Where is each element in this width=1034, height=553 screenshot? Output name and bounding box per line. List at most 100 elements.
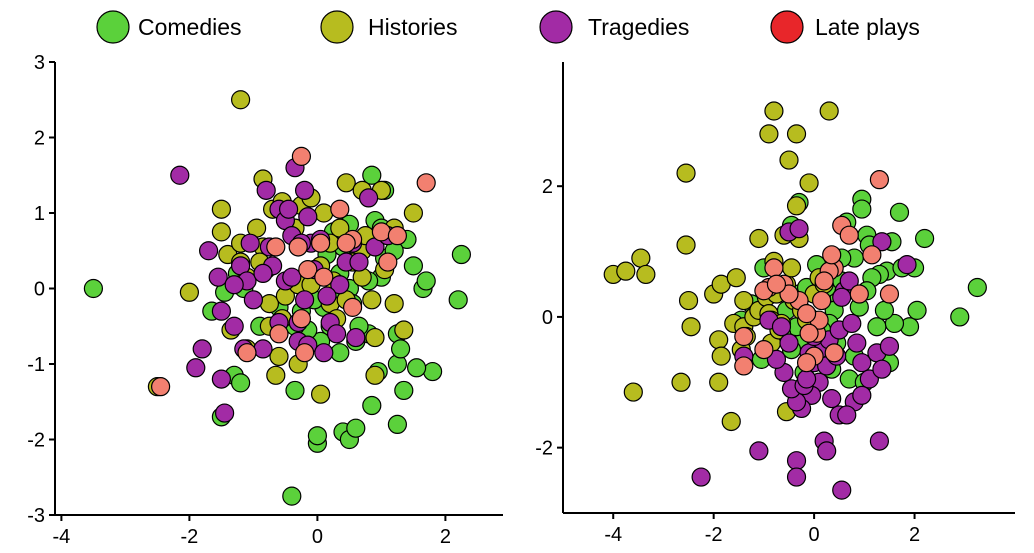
point-late-plays — [336, 233, 356, 253]
point-tragedies — [192, 339, 212, 359]
point-late-plays — [796, 304, 817, 324]
point-late-plays — [343, 297, 363, 317]
left-ticks: -4 -2 0 2 3 2 1 0 -1 -2 -3 — [27, 52, 451, 548]
scatter-panel-left: -4 -2 0 2 3 2 1 0 -1 -2 -3 — [27, 52, 503, 548]
point-histories — [314, 203, 334, 223]
point-histories — [678, 290, 699, 311]
point-tragedies — [330, 275, 350, 295]
point-histories — [616, 261, 636, 281]
point-late-plays — [839, 225, 859, 245]
right-axes — [562, 62, 1015, 514]
point-comedies — [867, 317, 887, 337]
point-late-plays — [824, 343, 844, 363]
point-late-plays — [799, 323, 819, 343]
point-histories — [759, 124, 779, 144]
point-histories — [336, 173, 356, 193]
point-tragedies — [349, 252, 369, 272]
point-histories — [631, 248, 651, 268]
point-histories — [403, 203, 423, 223]
point-comedies — [416, 271, 436, 291]
y-tick-label: 1 — [34, 203, 45, 225]
left-points — [83, 90, 471, 506]
point-tragedies — [786, 467, 807, 487]
legend-label-late-plays: Late plays — [815, 14, 920, 40]
point-tragedies — [879, 336, 900, 356]
point-late-plays — [416, 173, 436, 193]
point-late-plays — [764, 258, 784, 278]
point-tragedies — [897, 255, 917, 275]
legend-item-comedies: Comedies — [96, 10, 242, 44]
point-tragedies — [852, 353, 872, 373]
point-late-plays — [378, 252, 398, 272]
point-comedies — [914, 228, 935, 249]
point-comedies — [83, 278, 104, 299]
point-late-plays — [266, 237, 286, 257]
point-late-plays — [237, 343, 257, 363]
point-tragedies — [786, 451, 807, 471]
point-comedies — [391, 339, 411, 359]
legend-marker-histories — [320, 10, 354, 44]
point-histories — [394, 320, 414, 340]
point-late-plays — [314, 267, 334, 287]
point-comedies — [387, 414, 407, 434]
point-comedies — [394, 380, 414, 401]
point-tragedies — [317, 286, 337, 306]
point-late-plays — [734, 326, 754, 347]
point-tragedies — [295, 290, 315, 310]
point-tragedies — [779, 333, 799, 353]
scatter-panel-right: -4 -2 0 2 2 0 -2 — [535, 62, 1015, 546]
point-tragedies — [869, 431, 890, 451]
point-histories — [231, 90, 251, 110]
point-comedies — [451, 244, 471, 265]
point-tragedies — [872, 359, 892, 379]
point-tragedies — [796, 369, 817, 389]
point-late-plays — [311, 233, 331, 253]
point-tragedies — [789, 219, 809, 239]
point-tragedies — [224, 275, 244, 295]
point-comedies — [448, 290, 468, 310]
x-tick-label: 2 — [440, 526, 451, 548]
point-histories — [819, 101, 839, 121]
legend-item-tragedies: Tragedies — [539, 10, 689, 44]
point-comedies — [967, 277, 987, 298]
point-histories — [676, 163, 696, 183]
point-tragedies — [282, 267, 302, 287]
x-tick-label: -4 — [53, 526, 71, 548]
point-histories — [764, 101, 784, 121]
point-tragedies — [298, 207, 318, 227]
point-tragedies — [253, 263, 273, 283]
x-tick-label: -2 — [705, 524, 723, 546]
point-late-plays — [330, 199, 350, 219]
point-comedies — [874, 300, 895, 320]
point-comedies — [346, 418, 366, 438]
point-late-plays — [814, 271, 834, 291]
point-late-plays — [295, 343, 315, 363]
y-tick-label: 0 — [542, 307, 553, 329]
point-tragedies — [327, 324, 347, 344]
point-histories — [266, 365, 286, 385]
point-late-plays — [869, 170, 890, 190]
y-tick-label: 0 — [34, 279, 45, 301]
point-late-plays — [288, 237, 308, 257]
point-late-plays — [779, 284, 799, 304]
point-histories — [384, 294, 404, 314]
point-histories — [709, 372, 729, 392]
point-comedies — [362, 165, 382, 185]
point-tragedies — [186, 358, 206, 378]
right-points — [603, 101, 987, 500]
point-late-plays — [796, 353, 817, 373]
point-histories — [362, 290, 382, 310]
x-tick-label: 0 — [809, 524, 820, 546]
point-late-plays — [862, 245, 882, 265]
point-tragedies — [832, 480, 852, 500]
legend-label-histories: Histories — [368, 14, 457, 40]
point-histories — [799, 173, 819, 193]
point-tragedies — [852, 385, 872, 405]
point-tragedies — [837, 405, 857, 425]
point-tragedies — [208, 267, 228, 287]
point-histories — [721, 411, 741, 432]
point-histories — [211, 222, 231, 242]
point-tragedies — [224, 316, 244, 336]
point-comedies — [307, 426, 327, 446]
